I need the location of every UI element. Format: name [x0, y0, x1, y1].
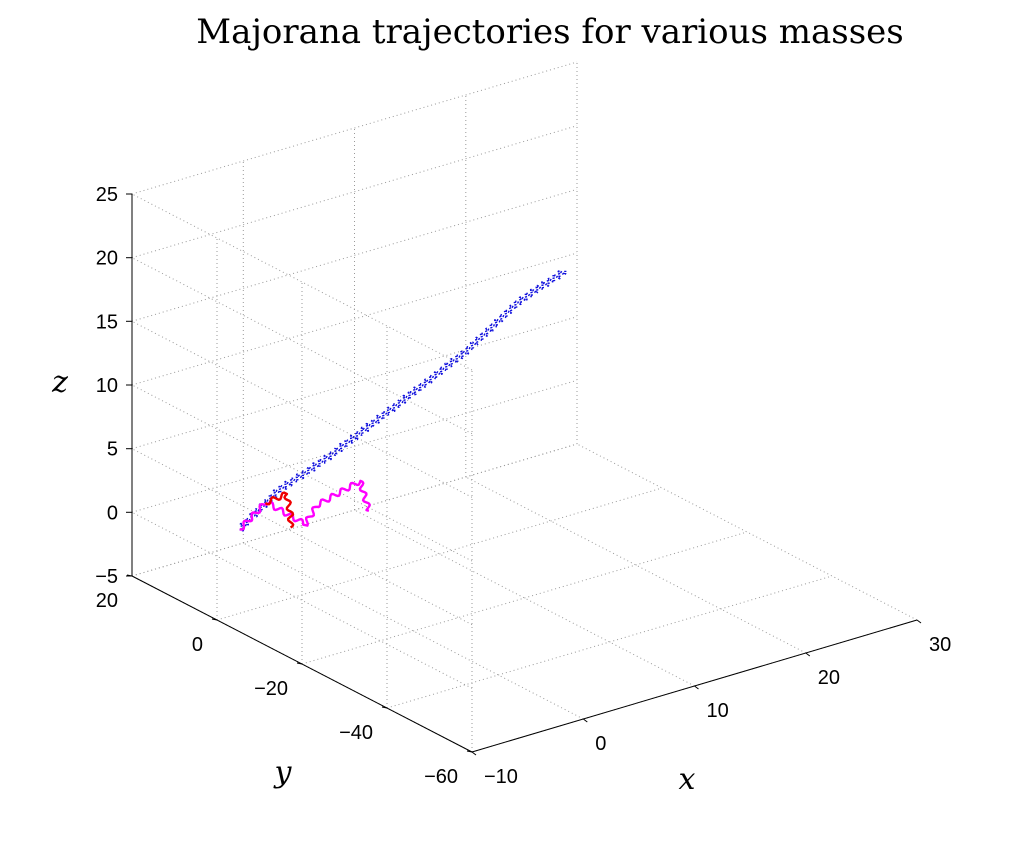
- back-wall-grid-line: [131, 379, 578, 513]
- back-wall-grid-line: [131, 61, 578, 195]
- y-tick-mark: [466, 750, 473, 753]
- z-tick-label: 25: [96, 184, 118, 206]
- z-axis-label: z: [51, 365, 68, 400]
- z-tick-label: 5: [107, 439, 118, 461]
- trajectory-series-2: [239, 479, 371, 531]
- trajectories: [239, 270, 567, 532]
- z-tick-label: 15: [96, 311, 118, 333]
- y-tick-label: 20: [96, 590, 118, 612]
- y-axis-label: y: [273, 755, 293, 790]
- side-wall-grid-line: [131, 511, 473, 689]
- y-tick-mark: [296, 662, 303, 665]
- floor-grid-line: [301, 531, 748, 665]
- x-tick-mark: [805, 652, 811, 657]
- x-tick-mark: [582, 718, 588, 723]
- y-tick-label: −40: [339, 722, 373, 744]
- back-wall-grid-line: [131, 316, 578, 450]
- z-tick-label: 10: [96, 375, 118, 397]
- back-wall-grid-line: [131, 443, 578, 577]
- trajectory-series-1: [239, 270, 567, 532]
- x-axis-label: x: [679, 762, 696, 797]
- z-tick-label: 0: [107, 502, 118, 524]
- x-tick-mark: [694, 685, 699, 690]
- x-tick-label: 30: [929, 634, 951, 656]
- y-tick-mark: [381, 706, 388, 709]
- floor-grid-line: [386, 575, 833, 709]
- z-tick-label: 20: [96, 248, 118, 270]
- axes: [126, 193, 922, 756]
- x-tick-label: 20: [818, 667, 840, 689]
- y-tick-label: −20: [254, 678, 288, 700]
- floor-grid-line: [216, 487, 663, 621]
- y-tick-label: 0: [192, 634, 203, 656]
- chart-title: Majorana trajectories for various masses: [196, 12, 903, 52]
- trajectory-series-3: [264, 491, 295, 529]
- x-tick-label: −10: [484, 766, 518, 788]
- back-wall-grid-line: [131, 252, 578, 386]
- y-tick-mark: [211, 618, 218, 621]
- x-tick-label: 10: [707, 700, 729, 722]
- x-tick-label: 0: [595, 733, 606, 755]
- back-wall-grid-line: [131, 125, 578, 259]
- y-tick-label: −60: [424, 766, 458, 788]
- z-tick-label: −5: [95, 566, 118, 588]
- back-wall-grid-line: [131, 188, 578, 322]
- x-tick-mark: [471, 751, 477, 756]
- grid: [131, 61, 918, 753]
- x-tick-mark: [916, 619, 922, 624]
